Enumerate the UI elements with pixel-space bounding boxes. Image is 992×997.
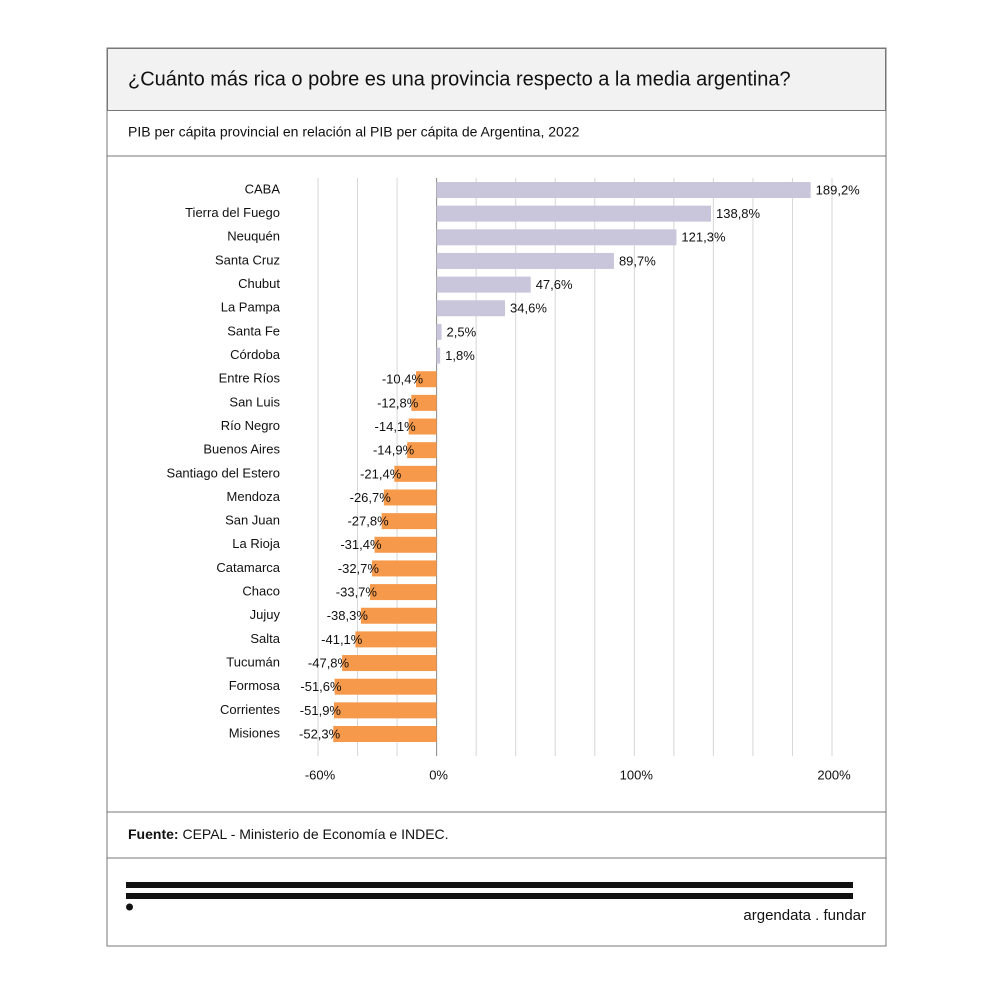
category-label: Santa Cruz [215,252,280,267]
bar [334,678,437,695]
value-label: 121,3% [681,230,726,245]
category-label: CABA [245,181,281,196]
bar [394,465,437,482]
value-label: 47,6% [536,277,573,292]
chart-title: ¿Cuánto más rica o pobre es una provinci… [128,68,791,90]
bar [408,418,437,435]
value-label: 89,7% [619,253,656,268]
bar [334,702,437,719]
value-label: -31,4% [340,537,382,552]
bar [333,726,437,742]
bar [371,560,437,577]
value-label: -10,4% [382,372,424,387]
category-label: Formosa [229,678,281,693]
brand: argendata . fundar [743,907,866,924]
bar [416,371,437,388]
bar [436,347,441,364]
category-label: Tucumán [226,654,280,669]
category-label: Misiones [229,725,281,740]
bar [411,394,437,411]
category-label: Neuquén [227,229,280,244]
value-label: 34,6% [510,301,547,316]
source-label: Fuente: [128,826,179,842]
category-label: San Juan [225,513,280,528]
value-label: -12,8% [377,395,419,410]
bar [436,323,442,340]
bar [383,489,437,506]
value-label: -26,7% [350,490,392,505]
x-tick-label: 100% [620,767,654,782]
x-tick-label: 200% [817,767,851,782]
bar [342,655,437,672]
category-label: La Rioja [232,536,280,551]
value-label: -14,9% [373,443,415,458]
logo-dot [126,903,133,911]
bar [436,182,811,198]
bar [436,205,712,222]
source-text: CEPAL - Ministerio de Economía e INDEC. [182,826,448,842]
value-label: -38,3% [327,608,369,623]
chart-subtitle: PIB per cápita provincial en relación al… [128,124,580,140]
category-label: San Luis [229,394,280,409]
value-label: -27,8% [347,514,389,529]
category-label: Río Negro [221,418,280,433]
category-label: Salta [250,631,280,646]
category-label: Buenos Aires [203,442,280,457]
bar [369,584,437,601]
bar [436,252,614,269]
plot: -60% 0% 100% 200% CABA 189,2% Tierra del Fuego… [167,178,861,782]
value-label: 189,2% [816,182,861,197]
category-label: Santiago del Estero [167,465,280,480]
value-label: -47,8% [308,655,350,670]
value-label: 138,8% [716,206,761,221]
bar [360,607,437,624]
x-tick-label: -60% [305,767,336,782]
logo-bar [126,893,853,899]
value-label: -41,1% [321,632,363,647]
category-label: Tierra del Fuego [185,205,280,220]
category-label: Entre Ríos [219,371,281,386]
category-label: Chaco [242,584,280,599]
bar [355,631,437,648]
bar [407,442,437,459]
category-label: La Pampa [221,300,281,315]
value-label: -21,4% [360,466,402,481]
value-label: -14,1% [375,419,417,434]
bar [436,229,677,246]
category-label: Catamarca [216,560,280,575]
source: Fuente: CEPAL - Ministerio de Economía e… [128,826,449,842]
value-label: -51,6% [300,679,342,694]
category-label: Córdoba [230,347,281,362]
bar [436,276,531,293]
value-label: -33,7% [336,585,378,600]
category-label: Corrientes [220,702,280,717]
value-label: -32,7% [338,561,380,576]
category-label: Chubut [238,276,280,291]
logo-bar [126,882,853,888]
title-band [107,48,886,111]
bar [436,300,506,317]
bar [374,536,437,553]
category-label: Jujuy [250,607,281,622]
bar [381,513,437,530]
value-label: -52,3% [299,726,341,741]
value-label: 1,8% [445,348,475,363]
category-label: Mendoza [227,489,281,504]
category-label: Santa Fe [227,323,280,338]
value-label: -51,9% [300,703,342,718]
value-label: 2,5% [447,324,477,339]
x-tick-label: 0% [429,767,448,782]
